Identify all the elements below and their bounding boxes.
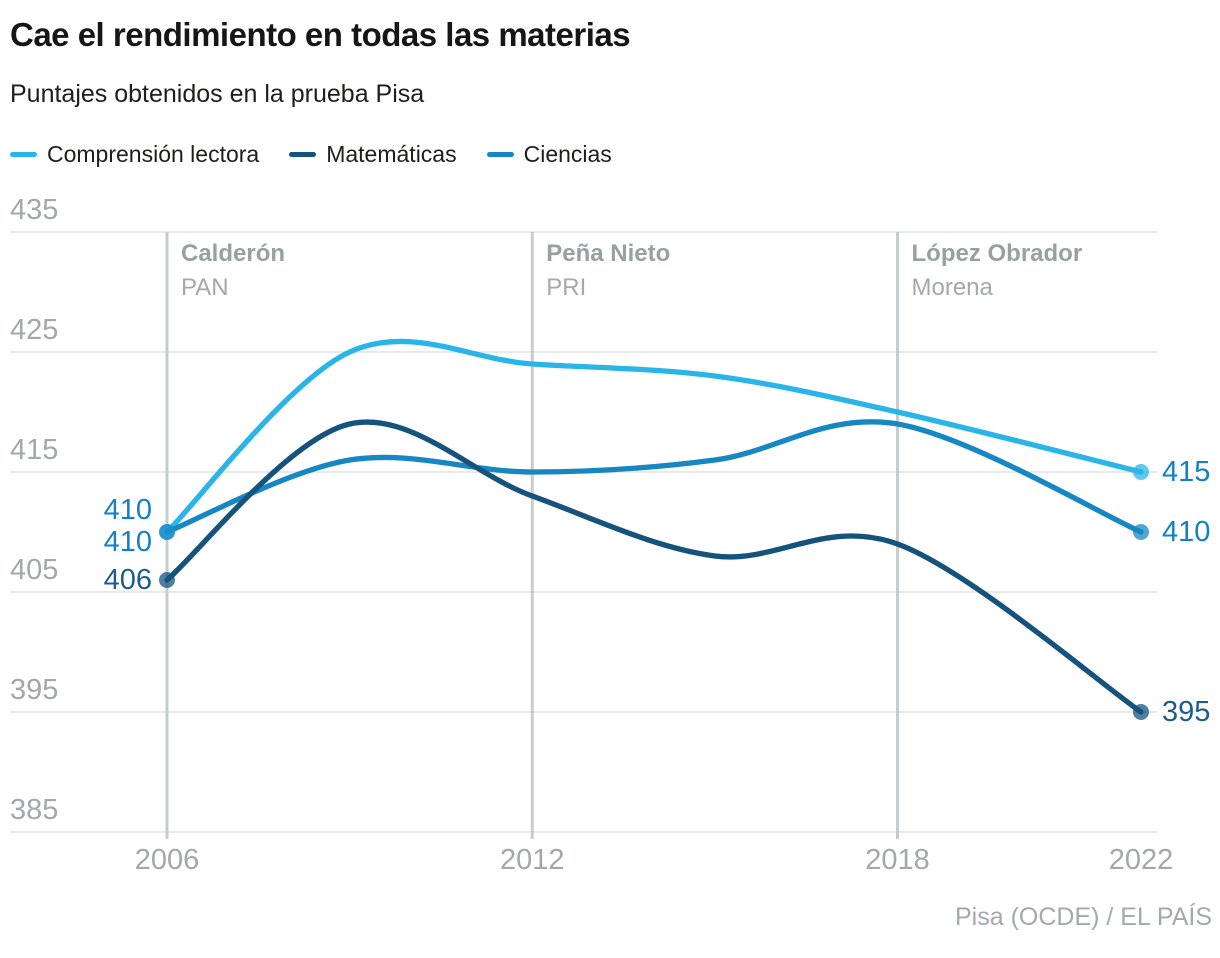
start-value-label-1: 410: [103, 526, 152, 558]
era-president-label-2012: Peña Nieto: [546, 240, 671, 267]
chart-subtitle: Puntajes obtenidos en la prueba Pisa: [10, 80, 425, 108]
y-tick-label-395: 395: [10, 674, 59, 706]
point-matematicas-2006: [159, 572, 175, 588]
start-value-label-2: 406: [103, 564, 152, 596]
legend-label-matematicas: Matemáticas: [326, 141, 457, 167]
legend-label-ciencias: Ciencias: [523, 141, 612, 167]
era-party-label-2018: Morena: [911, 274, 993, 301]
start-value-label-0: 410: [103, 494, 152, 526]
legend-swatch-lectora-icon: [10, 152, 37, 157]
point-ciencias-2022: [1133, 524, 1149, 540]
x-tick-label-2006: 2006: [134, 844, 200, 876]
y-tick-label-385: 385: [10, 794, 59, 826]
y-tick-label-425: 425: [10, 314, 59, 346]
legend-item-matematicas: Matemáticas: [289, 141, 457, 168]
era-party-label-2012: PRI: [546, 274, 587, 301]
point-matematicas-2022: [1133, 704, 1149, 720]
series-line-lectora: [164, 338, 1144, 535]
legend: Comprensión lectora Matemáticas Ciencias: [10, 141, 612, 168]
end-value-label-0: 415: [1162, 456, 1211, 488]
legend-label-lectora: Comprensión lectora: [47, 141, 260, 167]
y-tick-label-405: 405: [10, 554, 59, 586]
era-president-label-2018: López Obrador: [911, 240, 1083, 267]
y-tick-label-435: 435: [10, 194, 59, 226]
x-tick-label-2012: 2012: [499, 844, 565, 876]
era-president-label-2006: Calderón: [181, 240, 286, 267]
legend-swatch-ciencias-icon: [486, 152, 514, 157]
legend-item-ciencias: Ciencias: [486, 141, 612, 168]
series-line-matematicas: [164, 419, 1144, 715]
legend-item-lectora: Comprensión lectora: [10, 141, 259, 168]
source-credit: Pisa (OCDE) / EL PAÍS: [954, 903, 1212, 931]
end-value-label-2: 395: [1162, 696, 1211, 728]
y-tick-label-415: 415: [10, 434, 59, 466]
era-party-label-2006: PAN: [181, 274, 229, 301]
point-ciencias-2006: [159, 524, 175, 540]
end-value-label-1: 410: [1162, 516, 1211, 548]
x-tick-label-2018: 2018: [865, 844, 930, 876]
point-lectora-2022: [1133, 464, 1149, 480]
series-line-ciencias: [164, 419, 1144, 535]
legend-swatch-matematicas-icon: [289, 152, 317, 157]
chart-title: Cae el rendimiento en todas las materias: [10, 16, 631, 53]
x-tick-label-2022: 2022: [1108, 844, 1174, 876]
